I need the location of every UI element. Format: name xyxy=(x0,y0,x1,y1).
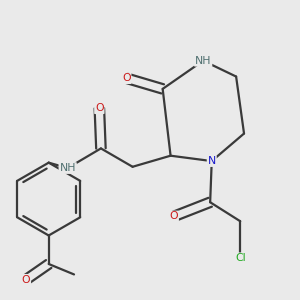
Text: NH: NH xyxy=(195,56,211,66)
Text: N: N xyxy=(208,156,216,166)
Text: O: O xyxy=(22,275,30,285)
Text: NH: NH xyxy=(59,163,76,173)
Text: O: O xyxy=(169,212,178,221)
Text: O: O xyxy=(122,73,130,83)
Text: Cl: Cl xyxy=(235,253,245,263)
Text: O: O xyxy=(95,103,104,113)
